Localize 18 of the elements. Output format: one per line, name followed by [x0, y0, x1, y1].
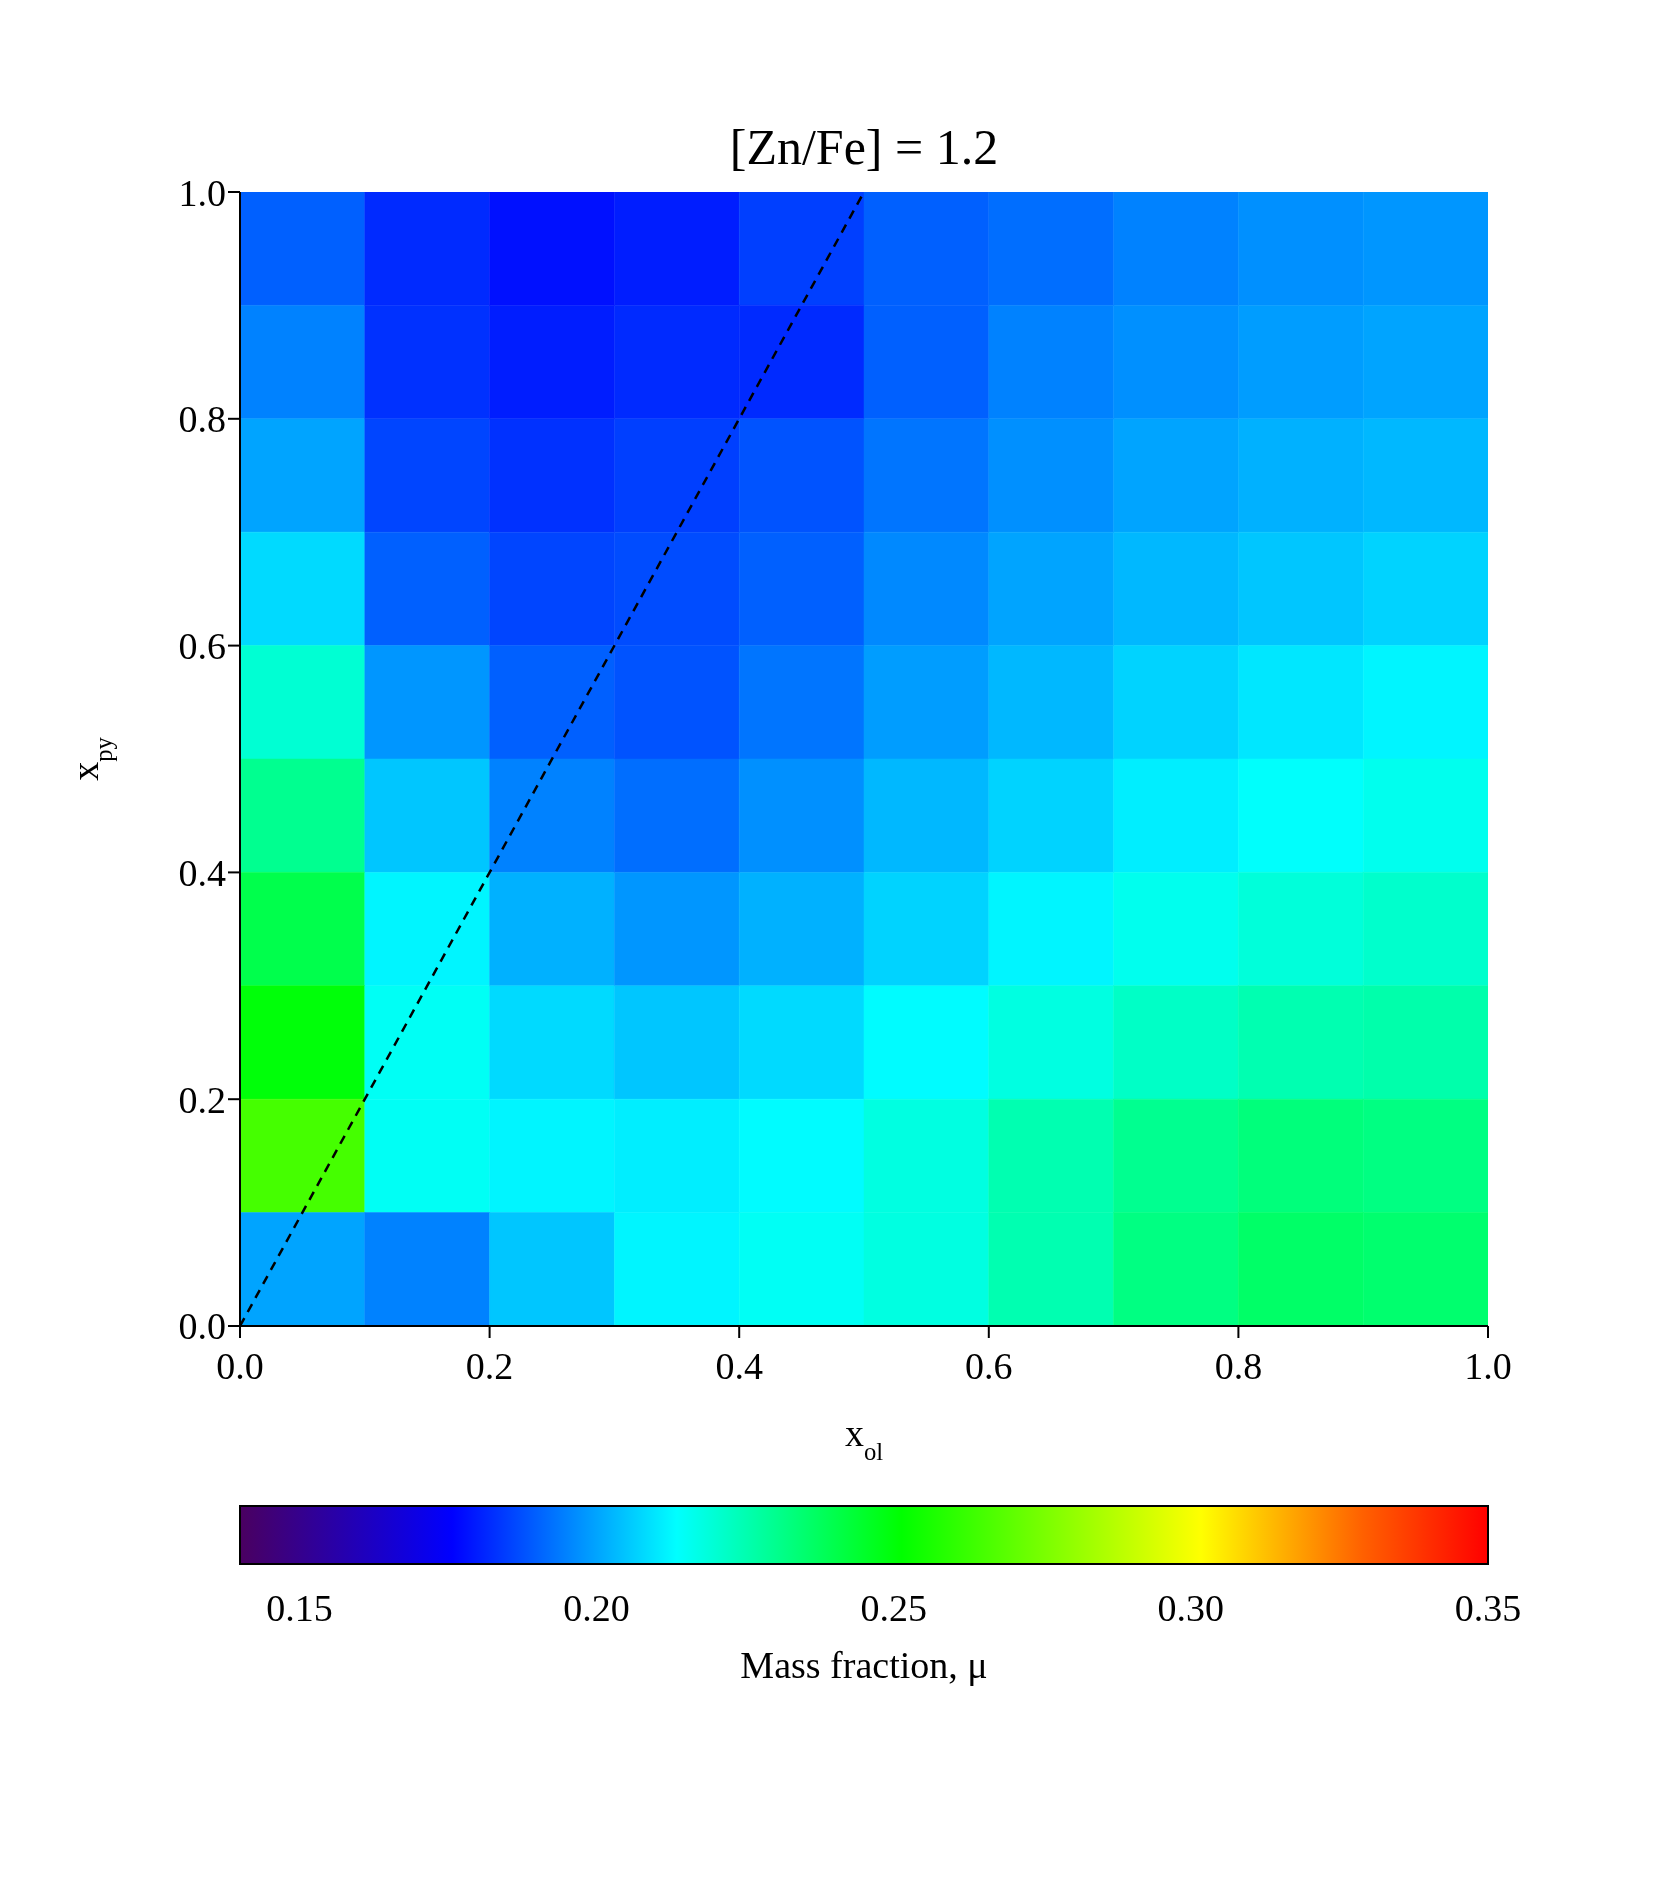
color-bar-label: 0.30: [1157, 1587, 1225, 1629]
color-bar-label: 0.35: [1454, 1587, 1522, 1629]
x-tick-label: 0.6: [965, 1344, 1013, 1387]
color-bar-label: 0.25: [860, 1587, 927, 1629]
x-tick-label: 1.0: [1464, 1344, 1512, 1387]
y-tick-label: 1.0: [178, 171, 226, 214]
y-tick-label: 0.2: [178, 1078, 226, 1121]
x-tick-label: 0.2: [465, 1344, 514, 1387]
y-tick-label: 0.6: [178, 625, 226, 668]
x-axis-title: x$_{ol}$: [844, 1412, 884, 1465]
color-bar-label: 0.20: [563, 1587, 630, 1629]
color-bar-label: 0.15: [266, 1587, 333, 1629]
y-tick-label: 0.4: [178, 851, 226, 894]
chart-title: [Zn/Fe] = 1.2: [728, 118, 1000, 176]
color-bar-title: Mass fraction, μ: [740, 1644, 988, 1686]
y-tick-label: 0.8: [178, 398, 226, 441]
x-tick-label: 0.4: [715, 1344, 763, 1387]
x-tick-label: 0.8: [1214, 1344, 1263, 1387]
